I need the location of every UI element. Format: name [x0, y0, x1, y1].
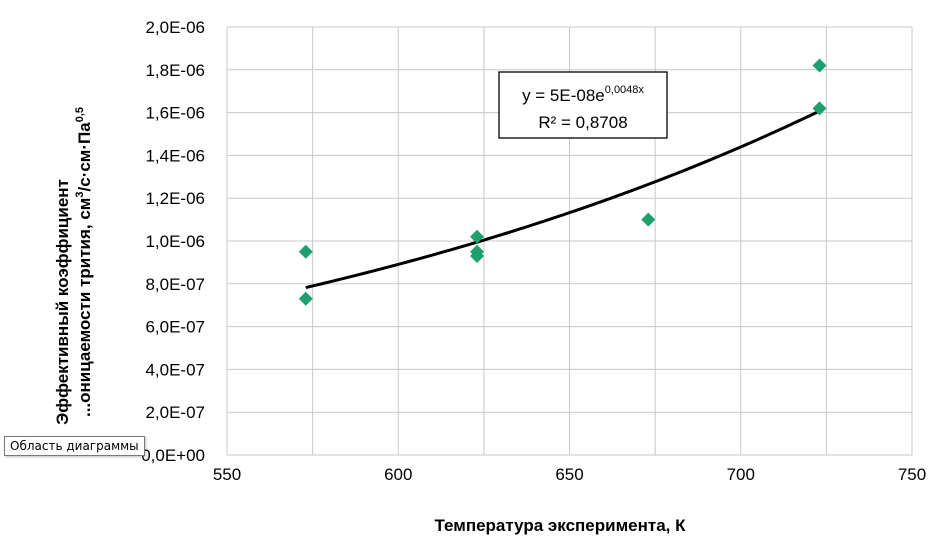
data-point [812, 101, 827, 116]
data-point [470, 248, 485, 263]
x-tick-label: 650 [555, 465, 583, 484]
data-points [298, 58, 827, 306]
trendline-equation: y = 5E-08e0,0048x [522, 84, 644, 105]
equation-base: y = 5E-08e [522, 86, 605, 105]
y-axis-title-line1: Эффективный коэффициент [53, 179, 72, 425]
trendline-equation-box: y = 5E-08e0,0048x R² = 0,8708 [498, 71, 668, 139]
y-tick-label: 1,8E-06 [145, 61, 205, 80]
x-tick-label: 700 [727, 465, 755, 484]
x-tick-label: 600 [384, 465, 412, 484]
data-point [812, 58, 827, 73]
data-point [470, 229, 485, 244]
trendline [305, 109, 821, 290]
y-tick-label: 1,0E-06 [145, 232, 205, 251]
x-axis-title: Температура эксперимента, К [434, 516, 686, 535]
r-squared-text: R² = 0,8708 [538, 113, 627, 132]
y-tick-label: 2,0E-06 [145, 18, 205, 37]
y-tick-label: 4,0E-07 [145, 360, 205, 379]
chart-area-tooltip: Область диаграммы [4, 436, 145, 456]
trendline-layer [305, 109, 821, 290]
x-tick-label: 550 [213, 465, 241, 484]
y-tick-label: 1,4E-06 [145, 146, 205, 165]
y-tick-label: 1,6E-06 [145, 104, 205, 123]
data-point [298, 244, 313, 259]
data-point [298, 291, 313, 306]
equation-exponent: 0,0048x [605, 84, 645, 96]
y-axis-title-line2: ...оницаемости трития, см3/с·см·Па0,5 [74, 107, 94, 417]
y-tick-label: 2,0E-07 [145, 403, 205, 422]
y-tick-label: 0,0E+00 [141, 446, 205, 465]
y-tick-label: 6,0E-07 [145, 318, 205, 337]
y-axis-title: Эффективный коэффициент ...оницаемости т… [53, 107, 94, 425]
y-tick-label: 8,0E-07 [145, 275, 205, 294]
y-tick-label: 1,2E-06 [145, 189, 205, 208]
x-tick-label: 750 [898, 465, 926, 484]
axis-labels: 550 600 650 700 750 0,0E+00 2,0E-07 4,0E-07 6,0E… [141, 18, 926, 484]
data-point [641, 212, 656, 227]
